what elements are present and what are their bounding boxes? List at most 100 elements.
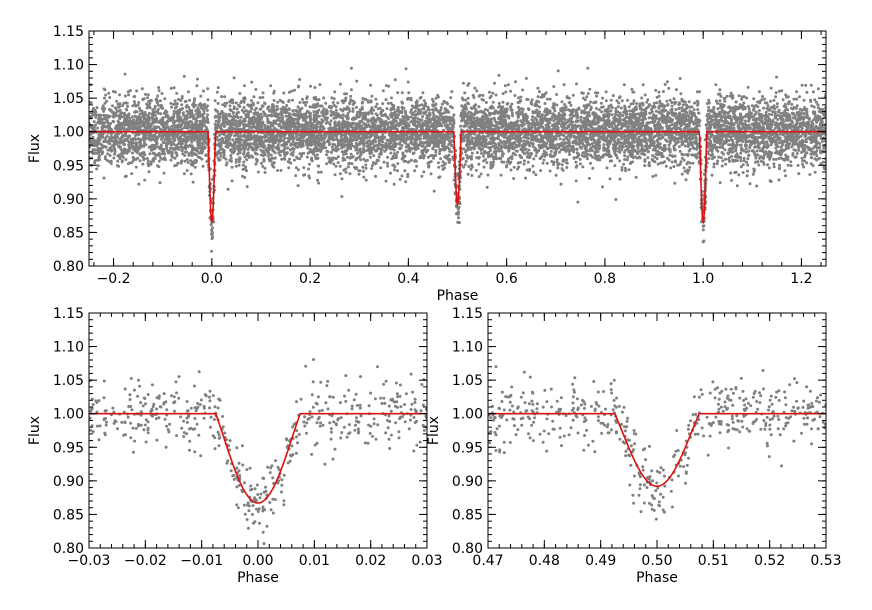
data-point: [220, 95, 223, 99]
data-point: [560, 106, 564, 110]
data-point: [654, 109, 658, 113]
data-point: [493, 147, 497, 151]
data-point: [750, 104, 754, 108]
data-point: [796, 163, 800, 167]
data-point: [419, 95, 423, 99]
data-point: [772, 98, 776, 102]
data-point: [467, 110, 471, 114]
data-point: [210, 232, 214, 235]
data-point: [778, 136, 782, 140]
data-point: [698, 90, 701, 94]
data-point: [762, 106, 765, 110]
data-point: [282, 157, 286, 160]
data-point: [367, 147, 371, 151]
data-point: [503, 109, 506, 113]
data-point: [432, 156, 435, 160]
data-point: [366, 99, 370, 103]
data-point: [368, 155, 372, 159]
data-point: [513, 94, 517, 97]
data-point: [755, 184, 759, 188]
data-point: [764, 110, 768, 114]
data-point: [751, 172, 755, 176]
data-point: [688, 147, 692, 151]
data-point: [202, 117, 206, 121]
data-point: [189, 172, 193, 176]
data-point: [421, 115, 425, 119]
data-point: [723, 99, 727, 103]
data-point: [737, 94, 741, 98]
data-point: [336, 155, 340, 159]
data-point: [258, 96, 262, 100]
data-point: [692, 113, 696, 117]
data-point: [188, 98, 192, 102]
data-point: [393, 78, 397, 82]
data-point: [234, 101, 238, 105]
data-point: [130, 115, 134, 119]
data-point: [305, 100, 309, 104]
data-point: [683, 144, 687, 148]
data-point: [688, 165, 692, 169]
data-point: [132, 100, 136, 104]
data-point: [761, 95, 764, 98]
data-point: [588, 149, 591, 153]
data-point: [725, 94, 729, 98]
data-point: [502, 160, 506, 164]
data-point: [456, 207, 460, 211]
data-point: [742, 149, 746, 153]
data-point: [548, 169, 552, 173]
data-point: [644, 144, 648, 148]
data-point: [148, 152, 152, 156]
data-point: [234, 160, 238, 164]
data-point: [269, 84, 273, 88]
data-point: [618, 145, 622, 149]
data-point: [489, 146, 493, 149]
data-point: [557, 150, 561, 154]
data-point: [724, 157, 727, 161]
data-point: [774, 146, 778, 150]
data-point: [527, 148, 531, 152]
data-point: [489, 148, 492, 152]
data-point: [718, 99, 722, 103]
data-points: [89, 66, 826, 253]
data-point: [695, 99, 699, 103]
data-point: [316, 102, 320, 106]
data-point: [601, 185, 604, 189]
data-point: [460, 119, 463, 123]
data-point: [184, 147, 188, 151]
data-point: [488, 90, 491, 94]
data-point: [473, 86, 477, 90]
data-point: [743, 106, 747, 109]
data-point: [301, 97, 304, 101]
data-point: [298, 101, 302, 104]
data-point: [185, 109, 189, 113]
data-point: [141, 155, 145, 159]
data-point: [143, 178, 147, 182]
data-point: [156, 103, 160, 107]
data-point: [682, 166, 686, 170]
data-point: [542, 158, 546, 162]
data-point: [718, 88, 722, 92]
data-point: [459, 124, 463, 128]
data-point: [351, 121, 355, 125]
data-point: [517, 96, 520, 100]
data-point: [392, 182, 396, 186]
data-point: [234, 137, 238, 141]
data-point: [804, 137, 808, 141]
data-point: [519, 139, 523, 143]
data-point: [716, 159, 720, 163]
data-point: [562, 138, 566, 142]
data-point: [381, 89, 385, 93]
data-point: [355, 79, 359, 83]
data-point: [336, 161, 340, 165]
data-point: [720, 151, 724, 154]
data-point: [439, 106, 443, 110]
data-point: [348, 156, 352, 160]
data-point: [400, 144, 404, 147]
data-point: [480, 152, 483, 155]
data-point: [742, 156, 746, 160]
data-point: [651, 175, 655, 178]
data-point: [437, 165, 441, 169]
data-point: [242, 160, 246, 164]
data-point: [774, 95, 778, 99]
